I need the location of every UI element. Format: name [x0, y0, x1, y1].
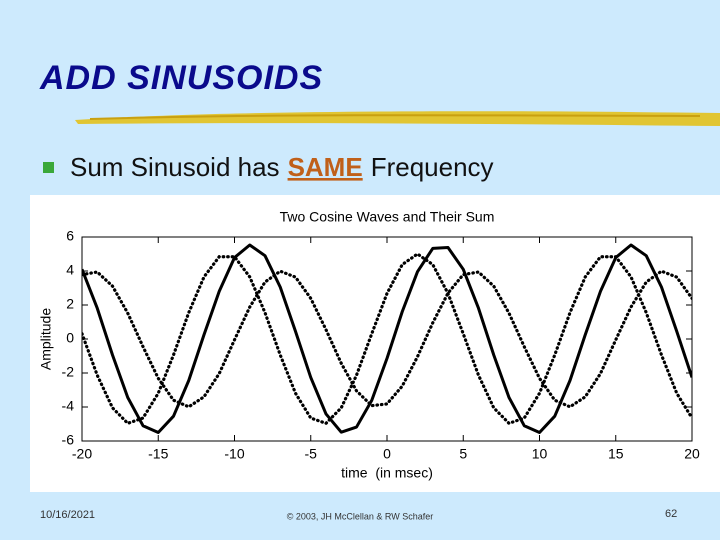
- y-tick-label: 4: [66, 262, 74, 278]
- chart-title: Two Cosine Waves and Their Sum: [280, 209, 495, 225]
- x-tick-label: 15: [608, 446, 624, 462]
- y-tick-label: 0: [66, 330, 74, 346]
- y-tick-label: 6: [66, 228, 74, 244]
- bullet-emphasis: SAME: [288, 152, 363, 182]
- dotted-line: [82, 269, 692, 409]
- y-tick-label: -4: [62, 398, 75, 414]
- title-underline-stroke: [89, 114, 701, 120]
- bullet-text: Sum Sinusoid has SAME Frequency: [70, 152, 494, 182]
- x-tick-label: 10: [532, 446, 548, 462]
- plot-frame: [81, 236, 693, 442]
- solid-line: [82, 243, 692, 434]
- slide-title: ADD SINUSOIDS: [39, 59, 323, 97]
- bullet-marker: [43, 162, 54, 173]
- y-axis-label: Amplitude: [38, 308, 54, 370]
- x-tick-label: -5: [305, 446, 318, 462]
- y-tick-label: 2: [66, 296, 74, 312]
- footer-credit: © 2003, JH McClellan & RW Schafer: [287, 511, 434, 521]
- chart: Two Cosine Waves and Their Sum time (in m…: [38, 209, 700, 481]
- footer-page: 62: [665, 508, 677, 520]
- x-tick-label: -20: [72, 446, 92, 462]
- dotted-line: [82, 252, 692, 425]
- chart-panel: [30, 195, 720, 492]
- x-tick-label: 5: [459, 446, 467, 462]
- bullet-part: Sum Sinusoid has: [70, 152, 280, 182]
- bullet-part: Frequency: [371, 152, 494, 182]
- x-tick-label: -15: [148, 446, 168, 462]
- x-tick-label: 0: [383, 446, 391, 462]
- y-tick-label: -6: [62, 432, 75, 448]
- x-tick-label: 20: [684, 446, 700, 462]
- x-tick-label: -10: [224, 446, 244, 462]
- footer-date: 10/16/2021: [40, 509, 95, 521]
- x-axis-label: time (in msec): [341, 465, 433, 481]
- y-tick-label: -2: [62, 364, 75, 380]
